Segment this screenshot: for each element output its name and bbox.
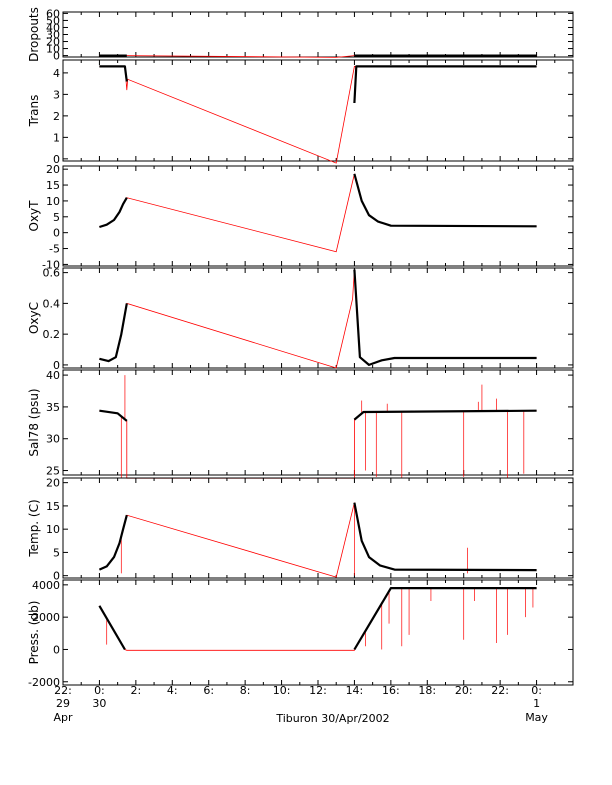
panel-frame <box>62 369 574 476</box>
processed-series-line <box>99 409 128 422</box>
y-axis-label: Dropouts <box>27 7 41 62</box>
y-tick-label: 30 <box>46 433 60 446</box>
panel-3: 0 0.2 0.4 0.6 OxyC <box>27 267 574 372</box>
y-tick-label: 0.4 <box>43 297 61 310</box>
x-tick-label: 0: <box>531 684 542 697</box>
x-tick-label-month: Apr <box>53 711 73 724</box>
y-axis-label: OxyT <box>27 200 41 232</box>
panel-frame <box>62 11 574 58</box>
processed-series-line <box>98 605 126 651</box>
y-tick-label: 25 <box>46 465 60 478</box>
y-tick-label: 10 <box>46 195 60 208</box>
y-tick-label: 0 <box>53 570 60 583</box>
y-tick-label: 4000 <box>32 579 60 592</box>
panel-frame <box>62 267 574 369</box>
y-tick-label: 5 <box>53 546 60 559</box>
y-axis-label: Press. (db) <box>27 601 41 665</box>
y-tick-label: -10 <box>42 258 60 271</box>
processed-series-line <box>98 514 128 571</box>
panel-frame <box>62 59 574 162</box>
y-tick-label: 2000 <box>32 611 60 624</box>
panel-6: -2000 0 2000 4000 Press. (db) <box>27 579 574 689</box>
x-tick-label: 20: <box>455 684 473 697</box>
x-tick-label: 16: <box>382 684 400 697</box>
y-tick-label: 35 <box>46 401 60 414</box>
y-tick-label: 5 <box>53 211 60 224</box>
panels-layer: 0102030405060Dropouts01234Trans-10-50510… <box>27 7 574 689</box>
y-tick-label: 20 <box>46 36 60 49</box>
y-tick-label: 40 <box>46 21 60 34</box>
processed-series-line <box>353 173 537 228</box>
panel-1: 0 1 2 3 4 Trans <box>27 59 574 166</box>
x-tick-label: 14: <box>346 684 364 697</box>
y-tick-label: 1 <box>53 131 60 144</box>
y-tick-label: 2 <box>53 110 60 123</box>
y-tick-label: 3 <box>53 88 60 101</box>
processed-series-line <box>353 409 537 421</box>
y-axis-label: Trans <box>27 95 41 128</box>
x-tick-label: 10: <box>273 684 291 697</box>
y-axis-label: Sal78 (psu) <box>27 388 41 456</box>
x-tick-label: 18: <box>418 684 436 697</box>
y-tick-label: 0.6 <box>43 267 61 280</box>
x-tick-label: 6: <box>203 684 214 697</box>
panel-5: 0 5 10 15 20 Temp. (C) <box>27 477 574 583</box>
panel-frame <box>62 477 574 579</box>
y-axis-label: OxyC <box>27 302 41 334</box>
panel-2: -10 -5 0 5 10 15 20 OxyT <box>27 163 574 271</box>
y-tick-label: -5 <box>49 243 60 256</box>
raw-series-line <box>99 66 537 164</box>
processed-series-line <box>99 303 128 363</box>
y-tick-label: 0 <box>53 643 60 656</box>
processed-series-line <box>353 269 537 366</box>
y-tick-label: 20 <box>46 163 60 176</box>
raw-series-line <box>99 587 537 651</box>
x-tick-label: 2: <box>130 684 141 697</box>
x-tick-label-month: May <box>525 711 548 724</box>
y-tick-label: -2000 <box>28 676 60 689</box>
y-tick-label: 0 <box>53 50 60 63</box>
y-tick-label: 20 <box>46 477 60 490</box>
x-tick-label-day: 30 <box>92 697 106 710</box>
x-axis-label: Tiburon 30/Apr/2002 <box>275 712 389 725</box>
y-tick-label: 15 <box>46 500 60 513</box>
processed-series-line <box>353 65 537 104</box>
panel-frame <box>62 165 574 267</box>
y-tick-label: 30 <box>46 29 60 42</box>
raw-series-line <box>99 269 537 369</box>
y-tick-label: 60 <box>46 7 60 20</box>
x-tick-label: 8: <box>240 684 251 697</box>
y-axis-label: Temp. (C) <box>27 499 41 557</box>
panel-4: 25 30 35 40 Sal78 (psu) <box>27 369 574 479</box>
x-tick-label: 4: <box>167 684 178 697</box>
raw-series-line <box>99 410 537 479</box>
y-tick-label: 0 <box>53 359 60 372</box>
y-tick-label: 10 <box>46 43 60 56</box>
x-tick-label: 0: <box>94 684 105 697</box>
y-tick-label: 50 <box>46 14 60 27</box>
y-tick-label: 4 <box>53 67 60 80</box>
y-tick-label: 15 <box>46 179 60 192</box>
processed-series-line <box>99 197 128 229</box>
y-tick-label: 0 <box>53 153 60 166</box>
y-tick-label: 40 <box>46 369 60 382</box>
raw-series-line <box>99 173 537 253</box>
x-tick-label-day: 29 <box>56 697 70 710</box>
y-tick-label: 10 <box>46 523 60 536</box>
raw-series-line <box>99 502 537 578</box>
x-tick-label-day: 1 <box>533 697 540 710</box>
x-tick-label: 22: <box>54 684 72 697</box>
x-tick-label: 22: <box>491 684 509 697</box>
x-tick-label: 12: <box>309 684 327 697</box>
y-tick-label: 0.2 <box>43 328 61 341</box>
y-tick-label: 0 <box>53 227 60 240</box>
processed-series-line <box>353 502 537 572</box>
processed-series-line <box>99 65 128 82</box>
processed-series-line <box>353 586 537 651</box>
